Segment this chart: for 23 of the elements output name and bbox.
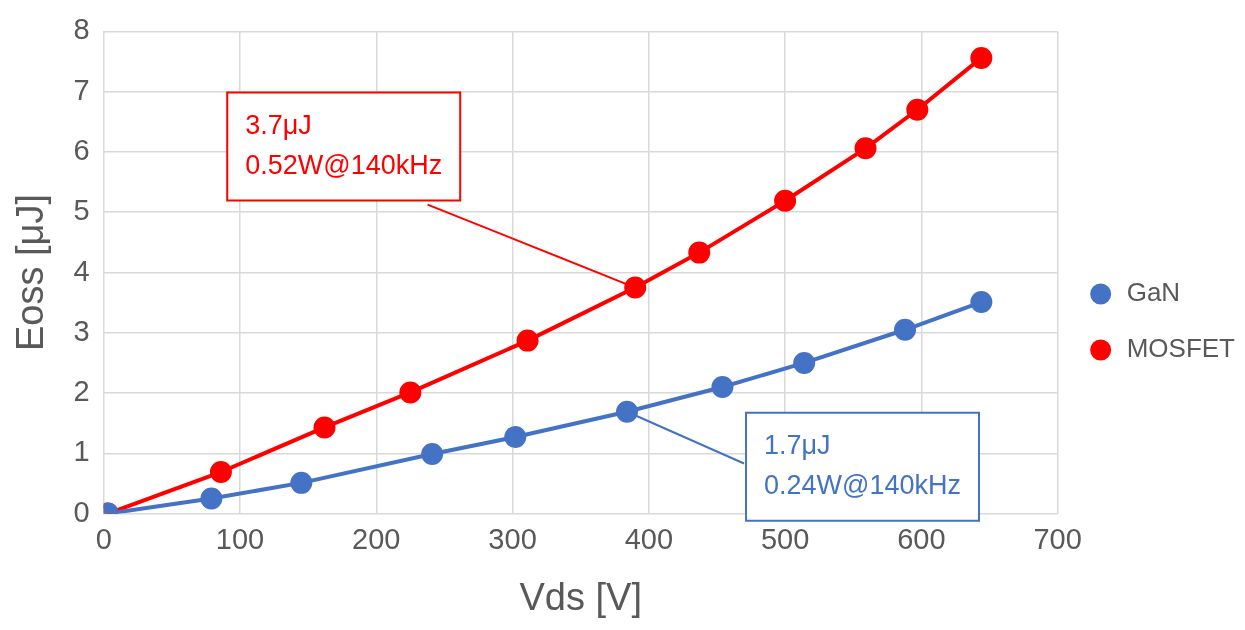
x-tick-label: 600 [897, 523, 946, 555]
y-tick-label: 0 [73, 495, 90, 528]
x-axis-title: Vds [V] [519, 575, 642, 618]
y-tick-label: 7 [73, 73, 90, 106]
y-tick-label: 1 [73, 435, 90, 468]
x-tick-label: 100 [215, 523, 265, 555]
x-tick-label: 300 [488, 523, 537, 555]
y-tick-label: 3 [73, 314, 90, 347]
x-tick-label: 400 [624, 523, 674, 555]
y-tick-label: 4 [73, 254, 90, 287]
annotation: 3.7μJ 0.52W@140kHz [245, 110, 443, 181]
x-tick-label: 200 [352, 523, 401, 555]
annotation: 1.7μJ 0.24W@140kHz [764, 430, 962, 501]
x-tick-label: 700 [1033, 523, 1082, 555]
y-axis-title: Eoss [μJ] [9, 193, 52, 352]
y-tick-label: 5 [73, 194, 90, 227]
x-tick-label: 0 [95, 523, 112, 555]
y-tick-label: 2 [73, 375, 90, 408]
legend-label: GaN [1126, 277, 1181, 308]
y-tick-label: 6 [73, 133, 90, 166]
x-tick-label: 500 [760, 523, 810, 555]
y-tick-label: 8 [73, 13, 90, 46]
legend-label: MOSFET [1126, 333, 1236, 364]
